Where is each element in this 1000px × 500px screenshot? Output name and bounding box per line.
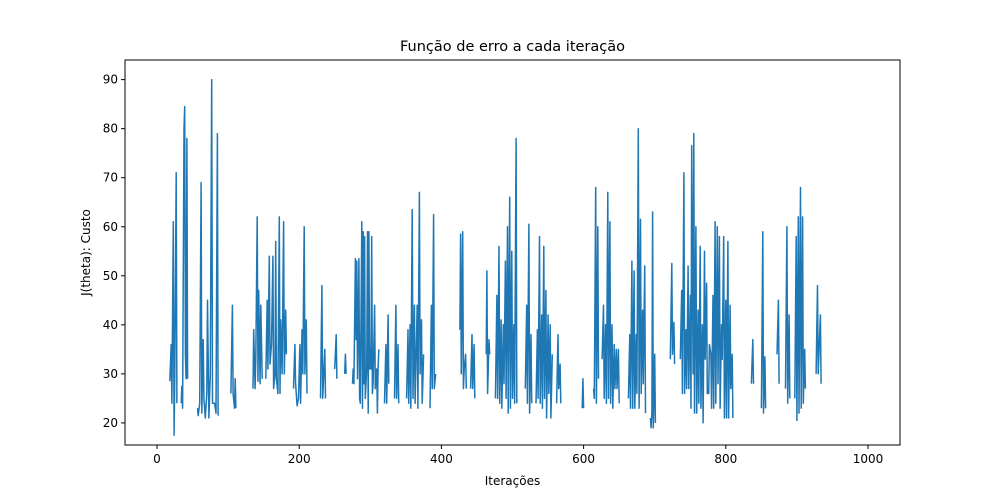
y-tick-label: 40 <box>103 318 118 332</box>
series-line-segment <box>784 226 791 405</box>
series-line-segment <box>494 137 518 414</box>
series-line-segment <box>469 333 476 399</box>
series-line-segment <box>679 132 734 424</box>
x-tick-label: 0 <box>153 452 161 466</box>
y-tick-label: 60 <box>103 220 118 234</box>
series-line-segment <box>649 211 657 429</box>
series-line-segment <box>524 223 533 414</box>
series-line-segment <box>669 262 676 365</box>
series-line-segment <box>592 186 600 405</box>
y-tick-label: 70 <box>103 171 118 185</box>
series-line-segment <box>581 378 585 409</box>
series-line-segment <box>351 221 380 414</box>
plot-area-frame <box>124 59 901 446</box>
series-line-segment <box>794 186 807 422</box>
series-line-segment <box>180 105 189 409</box>
series-line-segment <box>535 235 554 419</box>
series-line-segment <box>383 314 390 405</box>
series-line-segment <box>485 270 491 395</box>
series-line-segment <box>292 226 308 407</box>
series-line-segment <box>760 230 767 414</box>
series-line-segment <box>750 338 755 384</box>
y-tick-label: 90 <box>103 73 118 87</box>
chart-title: Função de erro a cada iteração <box>400 39 625 55</box>
x-tick-label: 200 <box>288 452 311 466</box>
x-tick-label: 600 <box>572 452 595 466</box>
series-line-segment <box>459 230 468 390</box>
series-line-segment <box>319 284 327 400</box>
series-line-segment <box>776 299 780 384</box>
series-line-segment <box>429 213 437 409</box>
y-tick-label: 20 <box>103 416 118 430</box>
x-tick-label: 400 <box>430 452 453 466</box>
series-line-group <box>169 78 822 436</box>
series-line-segment <box>405 191 425 409</box>
series-line-segment <box>196 78 219 419</box>
x-tick-label: 1000 <box>853 452 884 466</box>
series-line-segment <box>815 284 822 384</box>
series-line-segment <box>230 304 237 409</box>
series-line-segment <box>265 216 288 395</box>
y-tick-label: 30 <box>103 367 118 381</box>
axis-ticks: 0 200 400 600 800 1000 20 30 40 50 60 70 80 90 <box>103 73 884 466</box>
series-line-segment <box>627 127 647 414</box>
y-tick-label: 50 <box>103 269 118 283</box>
y-axis-label: J(theta): Custo <box>79 209 93 297</box>
x-tick-label: 800 <box>714 452 737 466</box>
series-line-segment <box>601 191 620 409</box>
series-line-segment <box>169 172 178 436</box>
series-line-segment <box>252 216 263 390</box>
series-line-segment <box>333 333 338 379</box>
y-tick-label: 80 <box>103 122 118 136</box>
series-line-segment <box>343 353 347 374</box>
x-axis-label: Iterações <box>485 474 541 488</box>
series-line-segment <box>393 304 400 404</box>
series-line-segment <box>555 333 562 404</box>
